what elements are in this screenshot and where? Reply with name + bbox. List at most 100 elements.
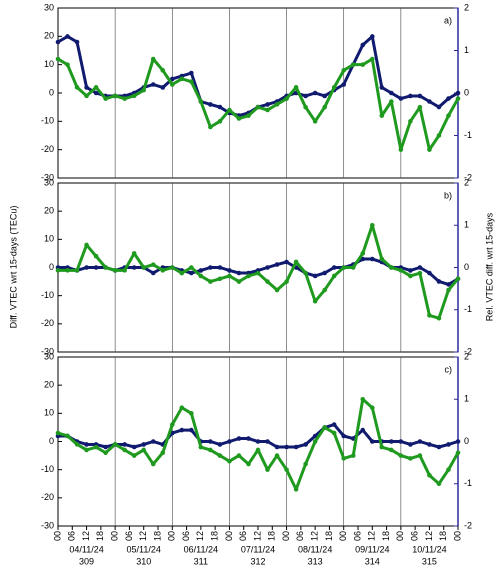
x-tick-label: 18 xyxy=(210,531,220,541)
y2-tick-label: 0 xyxy=(464,262,469,272)
data-point xyxy=(150,270,156,276)
data-point xyxy=(331,265,337,270)
data-point xyxy=(408,268,413,273)
data-point xyxy=(189,70,194,76)
y2-tick-label: 2 xyxy=(464,351,469,361)
data-point xyxy=(65,34,70,39)
data-point xyxy=(427,147,432,152)
x-tick-label: 12 xyxy=(138,531,148,541)
data-point xyxy=(55,430,61,436)
data-point xyxy=(141,447,147,453)
data-point xyxy=(169,265,175,270)
data-point xyxy=(312,90,318,96)
data-point xyxy=(427,99,432,104)
data-point xyxy=(274,287,280,293)
data-point xyxy=(303,442,308,447)
data-point xyxy=(446,467,451,472)
data-point xyxy=(169,82,175,87)
data-point xyxy=(274,444,280,450)
data-point xyxy=(341,265,347,270)
data-point xyxy=(455,90,461,96)
data-point xyxy=(236,279,242,284)
data-point xyxy=(293,85,299,90)
y2-tick-label: -1 xyxy=(464,478,472,488)
data-point xyxy=(322,287,327,293)
data-point xyxy=(360,42,366,48)
data-point xyxy=(227,273,232,279)
data-point xyxy=(160,450,166,456)
data-point xyxy=(246,273,251,279)
y-tick-label: -10 xyxy=(41,464,54,474)
x-tick-label: 00 xyxy=(52,531,62,541)
x-date-label: 07/11/24 xyxy=(241,544,275,554)
data-point xyxy=(160,85,166,90)
x-date-label: 05/11/24 xyxy=(127,544,161,554)
data-point xyxy=(436,133,442,138)
data-point xyxy=(436,444,442,450)
data-point xyxy=(389,265,394,270)
data-point xyxy=(446,442,451,447)
y2-tick-label: 0 xyxy=(464,436,469,446)
data-point xyxy=(417,265,423,270)
data-point xyxy=(360,256,366,262)
y-tick-label: 20 xyxy=(44,31,54,41)
data-point xyxy=(236,453,242,458)
x-tick-label: 12 xyxy=(367,531,377,541)
y-tick-label: 30 xyxy=(44,2,54,12)
x-tick-label: 18 xyxy=(267,531,277,541)
data-point xyxy=(389,90,394,96)
data-point xyxy=(360,396,366,402)
data-point xyxy=(112,93,118,99)
data-point xyxy=(455,439,461,444)
data-point xyxy=(284,444,289,450)
data-point xyxy=(150,439,156,444)
x-tick-label: 06 xyxy=(67,531,77,541)
data-point xyxy=(236,116,242,121)
data-point xyxy=(93,444,99,450)
data-point xyxy=(131,93,137,99)
data-point xyxy=(350,436,356,441)
y-tick-label: -20 xyxy=(41,318,54,328)
x-tick-label: 18 xyxy=(324,531,334,541)
data-point xyxy=(198,268,204,273)
data-point xyxy=(131,251,137,256)
data-point xyxy=(398,268,404,273)
x-tick-label: 18 xyxy=(438,531,448,541)
x-tick-label: 00 xyxy=(167,531,177,541)
data-point xyxy=(84,447,89,453)
data-point xyxy=(455,450,461,456)
data-point xyxy=(103,450,108,456)
y-tick-label: 0 xyxy=(49,262,54,272)
data-point xyxy=(55,56,61,62)
data-point xyxy=(446,287,451,293)
y2-tick-label: 1 xyxy=(464,220,469,230)
data-point xyxy=(331,85,337,90)
data-point xyxy=(236,270,242,276)
data-point xyxy=(217,276,223,282)
data-point xyxy=(227,439,232,444)
data-point xyxy=(112,442,118,447)
data-point xyxy=(208,265,213,270)
data-point xyxy=(398,96,404,101)
data-point xyxy=(179,405,185,411)
data-point xyxy=(141,87,147,93)
data-point xyxy=(274,453,280,458)
data-point xyxy=(84,85,89,90)
y2-tick-label: 2 xyxy=(464,2,469,12)
y-tick-label: -20 xyxy=(41,144,54,154)
data-point xyxy=(312,119,318,124)
y-tick-label: -30 xyxy=(41,346,54,356)
data-point xyxy=(103,444,108,450)
data-point xyxy=(436,481,442,487)
data-point xyxy=(427,313,432,318)
data-point xyxy=(112,268,118,273)
data-point xyxy=(84,442,89,447)
data-point xyxy=(360,427,366,433)
data-point xyxy=(55,39,61,45)
data-point xyxy=(284,467,289,472)
data-point xyxy=(284,259,289,265)
data-point xyxy=(446,113,451,118)
data-point xyxy=(217,442,223,447)
y-tick-label: 20 xyxy=(44,206,54,216)
